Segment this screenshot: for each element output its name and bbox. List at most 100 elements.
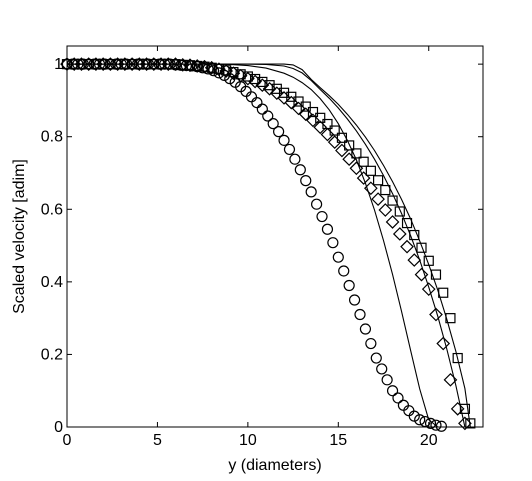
- data-point-circle: [316, 210, 328, 223]
- x-tick-label: 0: [63, 432, 72, 449]
- data-point-diamond: [349, 161, 364, 176]
- data-point-circle: [370, 352, 382, 364]
- data-point-diamond: [327, 135, 342, 150]
- data-point-circle: [365, 337, 377, 350]
- data-point-circle: [273, 126, 285, 138]
- data-point-square: [242, 71, 253, 82]
- data-point-square: [221, 65, 232, 76]
- data-point-square: [184, 60, 196, 71]
- data-point-square: [430, 269, 442, 280]
- data-point-circle: [414, 414, 426, 426]
- data-point-square: [228, 67, 239, 78]
- data-point-square: [192, 60, 203, 72]
- data-point-square: [372, 175, 384, 186]
- data-point-diamond: [385, 215, 400, 229]
- series-line: [67, 63, 439, 428]
- data-point-square: [322, 118, 333, 130]
- axis-ticks: 0 5 10 15 20 0 0.2 0.4 0.6 0.8 1: [41, 46, 483, 449]
- plot-frame: [66, 45, 484, 428]
- data-point-circle: [251, 97, 263, 109]
- data-point-diamond: [429, 307, 443, 322]
- data-point-diamond: [378, 203, 393, 217]
- data-point-diamond: [342, 152, 357, 167]
- data-point-square: [344, 140, 355, 151]
- data-point-diamond: [356, 171, 371, 185]
- y-tick-label: 0.4: [41, 274, 63, 291]
- data-point-diamond: [450, 402, 465, 416]
- data-point-diamond: [414, 267, 429, 282]
- data-point-square: [365, 165, 376, 176]
- x-tick-label: 5: [153, 432, 162, 449]
- data-point-diamond: [371, 192, 385, 206]
- data-point-circle: [278, 134, 290, 146]
- data-point-circle: [343, 279, 355, 292]
- series-2: [60, 57, 472, 431]
- data-point-square: [235, 69, 246, 80]
- data-point-diamond: [436, 336, 451, 351]
- data-point-square: [358, 156, 369, 167]
- data-point-square: [394, 206, 405, 217]
- series-6: [67, 63, 471, 428]
- data-point-square: [199, 61, 210, 72]
- data-point-diamond: [298, 107, 313, 122]
- data-point-square: [206, 62, 217, 73]
- data-point-square: [387, 195, 398, 206]
- y-tick-label: 0.6: [41, 201, 63, 218]
- data-point-diamond: [458, 416, 472, 431]
- series-5: [67, 63, 466, 428]
- data-point-square: [257, 76, 268, 88]
- data-point-circle: [403, 405, 415, 417]
- y-axis-label: Scaled velocity [adim]: [11, 159, 28, 314]
- data-point-circle: [283, 143, 296, 156]
- data-point-square: [465, 418, 476, 429]
- series-1: [61, 58, 447, 432]
- data-point-circle: [321, 223, 334, 235]
- data-point-circle: [381, 374, 393, 386]
- data-point-diamond: [392, 227, 407, 241]
- x-tick-label: 15: [329, 432, 347, 449]
- data-point-circle: [338, 265, 350, 277]
- series-4: [67, 63, 439, 428]
- x-axis-label: y (diameters): [228, 457, 321, 474]
- data-point-circle: [300, 175, 312, 187]
- data-point-square: [307, 106, 319, 118]
- chart-marks: [60, 57, 476, 432]
- data-point-diamond: [306, 113, 320, 128]
- data-point-circle: [311, 198, 323, 210]
- data-point-circle: [289, 153, 301, 165]
- data-point-circle: [267, 118, 279, 130]
- data-point-circle: [397, 399, 410, 411]
- data-point-diamond: [320, 127, 335, 142]
- data-point-square: [452, 352, 463, 364]
- data-point-diamond: [400, 239, 414, 254]
- data-point-circle: [348, 294, 361, 306]
- data-point-circle: [245, 91, 258, 103]
- data-point-square: [300, 101, 311, 112]
- data-point-square: [351, 148, 362, 159]
- y-tick-label: 0.8: [41, 129, 63, 146]
- data-point-circle: [430, 419, 442, 431]
- y-tick-label: 0: [54, 419, 63, 436]
- data-point-circle: [262, 110, 274, 122]
- x-tick-label: 10: [239, 432, 257, 449]
- data-point-circle: [294, 164, 306, 176]
- series-line: [67, 63, 466, 428]
- data-point-square: [177, 59, 188, 70]
- data-point-square: [329, 125, 340, 136]
- data-point-circle: [332, 251, 344, 263]
- data-point-circle: [305, 186, 317, 198]
- series-3: [61, 59, 476, 429]
- data-point-circle: [376, 363, 388, 375]
- data-point-circle: [392, 392, 404, 404]
- y-tick-label: 1: [54, 56, 63, 73]
- data-point-circle: [359, 323, 372, 335]
- data-point-circle: [327, 237, 339, 249]
- data-point-diamond: [421, 282, 436, 296]
- data-point-circle: [256, 103, 268, 115]
- data-point-square: [409, 229, 420, 241]
- y-tick-label: 0.2: [41, 346, 63, 363]
- data-point-square: [416, 242, 427, 253]
- data-point-square: [315, 112, 326, 123]
- data-point-diamond: [407, 253, 422, 267]
